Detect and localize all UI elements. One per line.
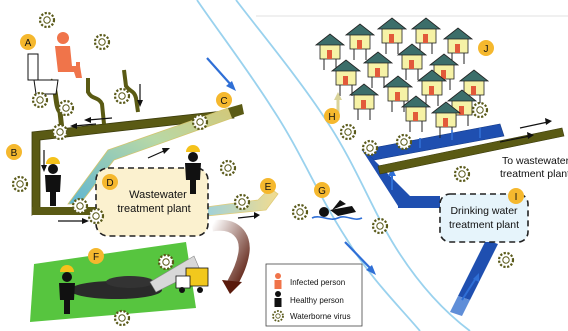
svg-text:C: C <box>220 96 227 107</box>
marker-g: G <box>314 182 330 198</box>
svg-text:A: A <box>25 38 32 49</box>
dwtp-label-line2: treatment plant <box>449 219 519 231</box>
to-wwtp-label-line2: treatment plant <box>500 168 568 180</box>
svg-text:B: B <box>11 148 18 159</box>
wwtp-label-line2: treatment plant <box>117 203 190 215</box>
legend-infected-label: Infected person <box>290 278 345 287</box>
svg-text:I: I <box>515 192 518 203</box>
legend-virus-icon <box>273 311 283 321</box>
svg-text:F: F <box>93 252 99 263</box>
marker-i: I <box>508 188 524 204</box>
dwtp-label-line1: Drinking water <box>450 205 518 217</box>
legend-infected-icon <box>275 273 282 289</box>
svg-text:G: G <box>318 186 326 197</box>
marker-c: C <box>216 92 232 108</box>
svg-text:H: H <box>328 112 335 123</box>
legend: Infected person Healthy person Waterborn… <box>266 264 362 326</box>
infected-person-on-toilet <box>28 32 82 94</box>
legend-healthy-label: Healthy person <box>290 296 344 305</box>
swimmer <box>312 200 362 219</box>
legend-healthy-icon <box>275 291 282 307</box>
to-wwtp-label-line1: To wastewater <box>502 155 568 167</box>
marker-j: J <box>478 40 494 56</box>
marker-b: B <box>6 144 22 160</box>
svg-text:D: D <box>106 178 113 189</box>
marker-a: A <box>20 34 36 50</box>
svg-text:J: J <box>484 44 489 55</box>
wwtp-label-line1: Wastewater <box>129 189 187 201</box>
healthy-person-sewer-worker <box>45 157 61 206</box>
sludge-arrow <box>212 225 244 294</box>
marker-f: F <box>88 248 104 264</box>
village <box>316 18 488 148</box>
marker-e: E <box>260 178 276 194</box>
legend-virus-label: Waterborne virus <box>290 312 351 321</box>
marker-d: D <box>102 174 118 190</box>
svg-text:E: E <box>265 182 272 193</box>
marker-h: H <box>324 108 340 124</box>
farm-field <box>30 242 208 322</box>
